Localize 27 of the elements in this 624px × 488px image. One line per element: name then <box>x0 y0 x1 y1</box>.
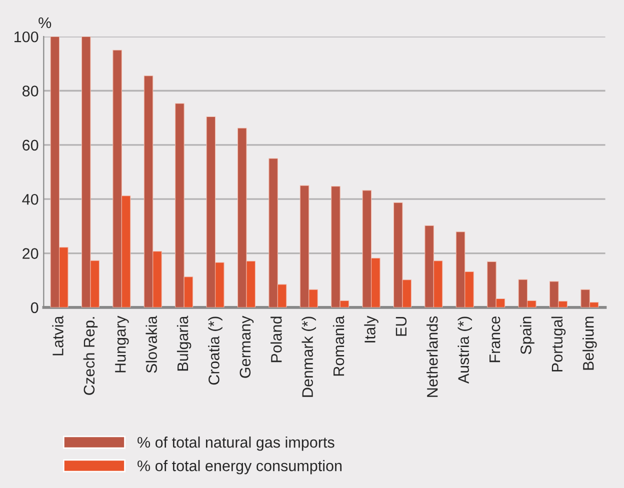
legend-label: % of total natural gas imports <box>138 436 334 451</box>
x-tick-label: Denmark (*) <box>302 316 316 397</box>
x-tick-label: Portugal <box>551 316 566 372</box>
y-tick-label: 60 <box>22 140 38 151</box>
y-tick-label: 100 <box>14 31 38 42</box>
x-tick-label: Germany <box>240 316 254 378</box>
x-tick-label: Czech Rep. <box>83 317 98 395</box>
legend-label: % of total energy consumption <box>138 460 342 474</box>
x-tick-label: EU <box>396 316 407 336</box>
x-tick-label: Netherlands <box>426 316 438 397</box>
x-tick-label: France <box>490 316 500 362</box>
x-tick-label: Latvia <box>52 316 64 356</box>
x-tick-label: Croatia (*) <box>208 316 222 385</box>
y-tick-label: 40 <box>22 194 38 205</box>
x-tick-label: Hungary <box>115 316 129 372</box>
y-axis-title: % <box>38 17 52 28</box>
x-tick-label: Belgium <box>582 316 597 370</box>
y-tick-label: 80 <box>22 86 38 96</box>
x-tick-label: Austria (*) <box>458 316 472 384</box>
x-tick-label: Poland <box>270 316 282 362</box>
y-tick-label: 20 <box>22 248 38 259</box>
y-tick-label: 0 <box>30 302 38 314</box>
x-tick-label: Italy <box>364 316 378 342</box>
x-tick-label: Romania <box>332 316 344 376</box>
x-tick-label: Bulgaria <box>176 316 192 371</box>
x-tick-label: Spain <box>520 316 534 354</box>
x-tick-label: Slovakia <box>146 316 157 373</box>
